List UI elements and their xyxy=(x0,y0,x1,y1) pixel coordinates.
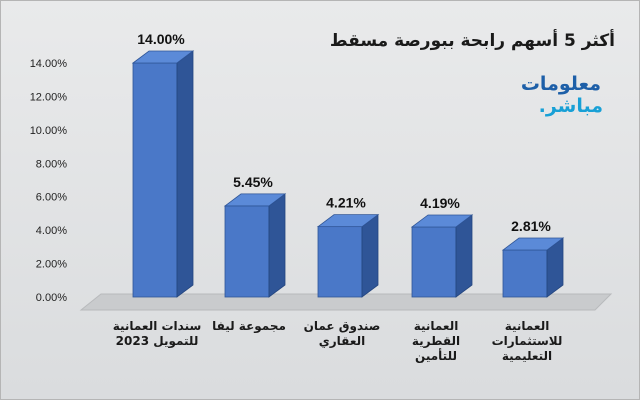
mubasher-logo: معلومات مباشر. xyxy=(507,73,603,129)
y-tick-label: 4.00% xyxy=(36,225,67,237)
category-label: العمانية للاستثمارات التعليمية xyxy=(491,319,563,363)
bar-top xyxy=(316,214,380,228)
data-label: 5.45% xyxy=(233,174,273,190)
bar-top xyxy=(501,237,565,251)
y-tick-label: 0.00% xyxy=(36,292,67,304)
y-tick-label: 12.00% xyxy=(30,91,68,103)
chart-floor xyxy=(79,293,613,311)
y-tick-label: 14.00% xyxy=(30,58,68,70)
bar-front xyxy=(411,226,457,298)
bar-front xyxy=(224,205,270,298)
category-label: مجموعة ليفا xyxy=(212,319,286,333)
data-label: 2.81% xyxy=(511,218,551,234)
y-tick-label: 10.00% xyxy=(30,125,68,137)
chart-title: أكثر 5 أسهم رابحة ببورصة مسقط xyxy=(329,31,615,51)
bar-top xyxy=(131,50,195,64)
bar-side xyxy=(176,50,194,298)
bar-top xyxy=(223,193,287,207)
bar-front xyxy=(132,62,178,298)
category-label: العمانية القطرية للتأمين xyxy=(411,319,461,363)
category-label: صندوق عمان العقاري xyxy=(303,319,381,348)
logo-line-2: مباشر. xyxy=(538,95,603,117)
y-tick-label: 2.00% xyxy=(36,259,67,271)
y-tick-label: 6.00% xyxy=(36,192,67,204)
y-tick-label: 8.00% xyxy=(36,158,67,170)
bar-front xyxy=(502,249,548,298)
data-label: 4.19% xyxy=(420,195,460,211)
logo-line-1: معلومات xyxy=(520,73,601,95)
category-label: سندات العمانية للتمويل 2023 xyxy=(112,319,202,348)
bar-side xyxy=(455,214,473,298)
bar-front xyxy=(317,226,363,298)
bar-side xyxy=(361,213,379,298)
data-label: 14.00% xyxy=(137,31,185,47)
bar-side xyxy=(268,193,286,298)
data-label: 4.21% xyxy=(326,195,366,211)
bar-top xyxy=(410,214,474,228)
